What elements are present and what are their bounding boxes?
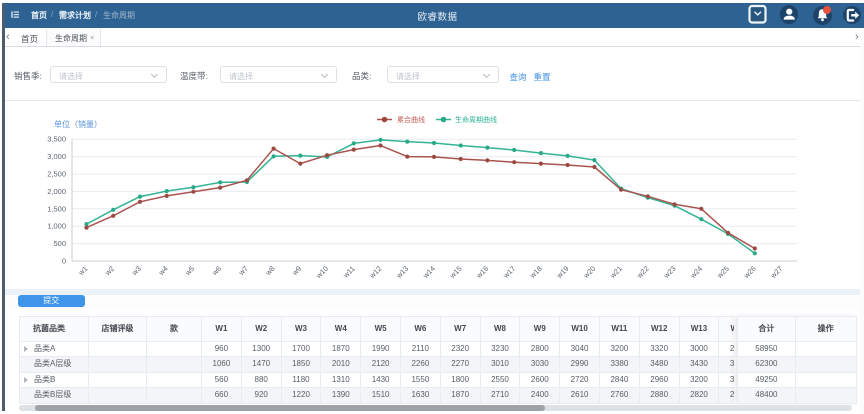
svg-text:w22: w22 <box>634 264 651 281</box>
svg-text:2,000: 2,000 <box>47 187 66 196</box>
svg-text:单位（销量）: 单位（销量） <box>54 119 102 129</box>
svg-text:w25: w25 <box>714 264 731 281</box>
svg-text:生命周期曲线: 生命周期曲线 <box>455 115 497 124</box>
svg-text:2,500: 2,500 <box>47 170 66 179</box>
svg-text:w21: w21 <box>607 264 624 281</box>
svg-text:w18: w18 <box>527 264 544 281</box>
svg-text:w24: w24 <box>688 264 705 281</box>
svg-text:0: 0 <box>62 257 66 266</box>
svg-text:w16: w16 <box>474 264 491 281</box>
svg-text:w26: w26 <box>741 264 758 281</box>
svg-text:w9: w9 <box>290 264 304 278</box>
svg-text:w15: w15 <box>447 264 464 281</box>
svg-text:w23: w23 <box>661 264 678 281</box>
svg-text:w8: w8 <box>263 264 277 278</box>
svg-text:w17: w17 <box>501 264 518 281</box>
svg-text:500: 500 <box>53 239 66 248</box>
svg-text:w3: w3 <box>129 264 143 278</box>
svg-text:w5: w5 <box>183 264 197 278</box>
svg-text:w4: w4 <box>156 264 170 278</box>
svg-text:1,000: 1,000 <box>47 222 66 231</box>
svg-text:w11: w11 <box>341 264 357 280</box>
svg-text:w20: w20 <box>581 264 598 281</box>
svg-text:1,500: 1,500 <box>47 204 66 213</box>
svg-text:w12: w12 <box>367 264 384 281</box>
svg-text:w2: w2 <box>102 264 116 278</box>
svg-text:w6: w6 <box>209 264 223 278</box>
svg-text:w27: w27 <box>768 264 785 281</box>
svg-text:w10: w10 <box>313 264 330 281</box>
svg-text:w13: w13 <box>394 264 411 281</box>
svg-text:w19: w19 <box>554 264 571 281</box>
svg-text:3,000: 3,000 <box>47 152 66 161</box>
svg-text:3,500: 3,500 <box>47 135 66 144</box>
svg-text:w14: w14 <box>420 264 437 281</box>
svg-text:累合曲线: 累合曲线 <box>397 115 425 124</box>
svg-text:w7: w7 <box>236 264 250 278</box>
svg-text:w1: w1 <box>76 264 90 278</box>
